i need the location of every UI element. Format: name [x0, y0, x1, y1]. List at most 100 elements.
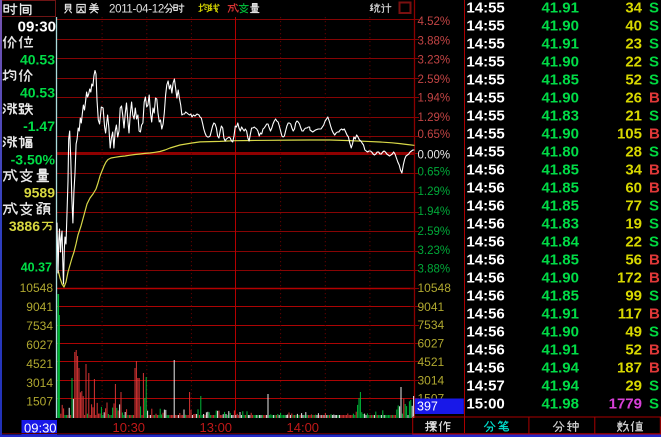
svg-text:4521: 4521: [418, 355, 445, 369]
svg-text:13:00: 13:00: [200, 420, 233, 435]
svg-text:S: S: [649, 287, 659, 304]
svg-text:7534: 7534: [418, 318, 445, 332]
svg-text:3.23%: 3.23%: [418, 55, 451, 67]
svg-text:41.80: 41.80: [541, 143, 579, 160]
svg-text:14:56: 14:56: [466, 323, 504, 340]
svg-text:S: S: [649, 53, 659, 70]
svg-text:41.91: 41.91: [541, 341, 579, 358]
svg-text:56: 56: [625, 251, 642, 268]
svg-text:41.90: 41.90: [541, 17, 579, 34]
svg-text:B: B: [649, 305, 660, 322]
svg-text:14:56: 14:56: [466, 161, 504, 178]
svg-text:14:56: 14:56: [466, 179, 504, 196]
svg-text:B: B: [649, 179, 660, 196]
svg-text:1.29%: 1.29%: [418, 186, 451, 198]
svg-text:S: S: [649, 197, 659, 214]
svg-text:S: S: [649, 395, 659, 412]
svg-text:28: 28: [625, 143, 642, 160]
svg-text:14:56: 14:56: [466, 233, 504, 250]
svg-text:1507: 1507: [26, 395, 53, 409]
svg-text:-1.47: -1.47: [23, 118, 55, 134]
svg-text:14:56: 14:56: [466, 287, 504, 304]
svg-text:14:55: 14:55: [466, 0, 504, 16]
svg-text:14:00: 14:00: [287, 420, 320, 435]
svg-text:3.88%: 3.88%: [418, 264, 451, 276]
svg-text:1.94%: 1.94%: [418, 93, 451, 105]
svg-text:14:56: 14:56: [466, 359, 504, 376]
svg-text:41.85: 41.85: [541, 287, 579, 304]
svg-text:105: 105: [617, 125, 642, 142]
svg-text:09:30: 09:30: [18, 18, 56, 35]
svg-text:S: S: [649, 143, 659, 160]
svg-text:99: 99: [625, 287, 642, 304]
svg-text:26: 26: [625, 89, 642, 106]
svg-text:2.59%: 2.59%: [418, 74, 451, 86]
svg-text:41.94: 41.94: [541, 377, 579, 394]
svg-text:14:55: 14:55: [466, 53, 504, 70]
svg-text:14:55: 14:55: [466, 143, 504, 160]
svg-text:14:56: 14:56: [466, 215, 504, 232]
svg-text:41.90: 41.90: [541, 323, 579, 340]
svg-text:3.88%: 3.88%: [418, 36, 451, 48]
svg-text:S: S: [649, 17, 659, 34]
svg-text:S: S: [649, 323, 659, 340]
svg-text:41.84: 41.84: [541, 233, 579, 250]
svg-text:14:56: 14:56: [466, 269, 504, 286]
svg-text:2.59%: 2.59%: [418, 226, 451, 238]
svg-text:B: B: [649, 341, 660, 358]
svg-text:3.23%: 3.23%: [418, 245, 451, 257]
svg-text:41.85: 41.85: [541, 71, 579, 88]
svg-text:B: B: [649, 251, 660, 268]
svg-text:1.29%: 1.29%: [418, 112, 451, 124]
svg-text:41.85: 41.85: [541, 197, 579, 214]
svg-text:21: 21: [625, 107, 642, 124]
svg-text:41.90: 41.90: [541, 89, 579, 106]
svg-text:14:56: 14:56: [466, 251, 504, 268]
svg-text:117: 117: [618, 305, 642, 322]
svg-text:S: S: [649, 377, 659, 394]
svg-text:6027: 6027: [418, 337, 445, 351]
svg-text:14:55: 14:55: [466, 71, 504, 88]
svg-text:3014: 3014: [418, 373, 445, 387]
svg-text:S: S: [649, 215, 659, 232]
svg-text:9041: 9041: [418, 300, 445, 314]
svg-text:B: B: [649, 89, 660, 106]
svg-text:2011-04-12: 2011-04-12: [109, 4, 164, 16]
svg-text:41.91: 41.91: [541, 35, 579, 52]
svg-text:S: S: [649, 233, 659, 250]
svg-text:41.90: 41.90: [541, 53, 579, 70]
svg-text:B: B: [649, 161, 660, 178]
svg-text:40.37: 40.37: [21, 261, 52, 275]
svg-text:22: 22: [625, 233, 642, 250]
svg-text:6027: 6027: [26, 338, 53, 352]
svg-text:41.85: 41.85: [541, 179, 579, 196]
svg-text:0.65%: 0.65%: [418, 129, 451, 141]
svg-text:29: 29: [625, 377, 642, 394]
svg-text:10548: 10548: [418, 281, 452, 295]
svg-text:7534: 7534: [26, 319, 53, 333]
svg-text:41.98: 41.98: [541, 395, 579, 412]
svg-text:S: S: [649, 107, 659, 124]
svg-text:14:57: 14:57: [466, 377, 504, 394]
svg-text:14:56: 14:56: [466, 305, 504, 322]
svg-text:40.53: 40.53: [20, 85, 55, 101]
svg-text:14:55: 14:55: [466, 89, 504, 106]
svg-text:-3.50%: -3.50%: [11, 151, 56, 167]
svg-text:B: B: [649, 269, 660, 286]
svg-text:B: B: [649, 125, 660, 142]
svg-text:4521: 4521: [26, 357, 53, 371]
svg-text:60: 60: [625, 179, 642, 196]
svg-text:14:55: 14:55: [466, 35, 504, 52]
svg-text:397: 397: [417, 400, 438, 414]
svg-text:10548: 10548: [20, 281, 54, 295]
svg-text:77: 77: [625, 197, 642, 214]
svg-text:52: 52: [625, 71, 642, 88]
svg-text:9041: 9041: [26, 300, 53, 314]
svg-text:41.91: 41.91: [541, 305, 579, 322]
svg-text:41.83: 41.83: [541, 215, 579, 232]
svg-text:19: 19: [625, 215, 642, 232]
svg-text:0.65%: 0.65%: [418, 167, 451, 179]
svg-text:S: S: [649, 0, 659, 16]
svg-text:14:55: 14:55: [466, 17, 504, 34]
svg-text:1779: 1779: [609, 395, 642, 412]
